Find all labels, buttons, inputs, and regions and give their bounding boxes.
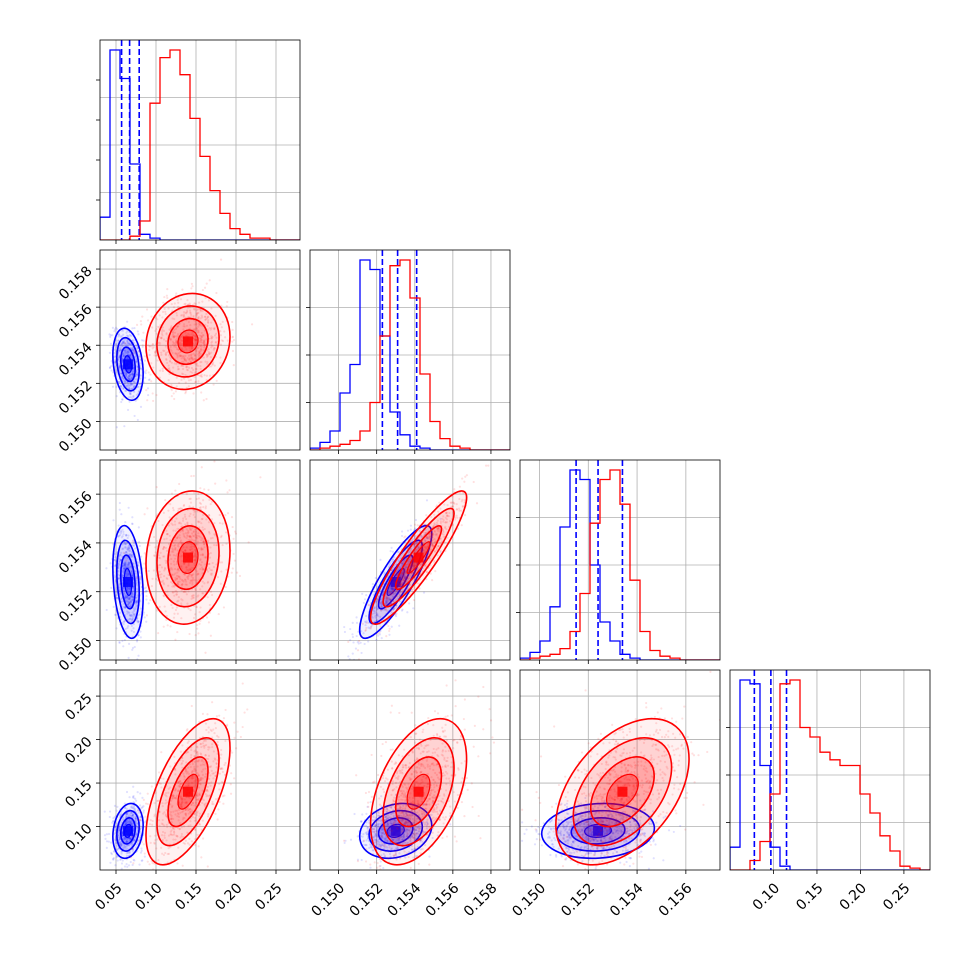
x-tick-label: 0.150 [309,880,349,920]
panel-frame [309,459,511,661]
histogram-series-0 [520,469,720,660]
density-peak-series-1 [617,786,628,797]
scatter-points-series-1 [521,670,720,870]
histogram-series-0 [730,679,930,870]
panel-content [310,250,510,450]
panel-frame [729,669,931,871]
density-peak-series-1 [413,552,424,563]
y-tick-label: 0.150 [56,635,96,675]
y-tick-label: 0.152 [56,586,96,626]
y-tick-label: 0.15 [62,777,95,810]
y-tick-label: 0.154 [56,340,96,380]
density-peak-series-1 [413,786,424,797]
density-peak-series-1 [183,336,193,347]
panel-content [105,460,262,660]
scatter-points-series-0 [521,787,682,870]
histogram-series-1 [730,679,930,870]
y-tick-label: 0.152 [56,378,96,418]
panel-frame [99,249,301,451]
panel-3-0: 0.05 0.10 0.15 0.20 0.250.100.150.200.25 [62,669,301,914]
panel-content [343,460,495,660]
density-peak-series-0 [390,825,401,836]
panel-0-0 [96,39,301,244]
density-peak-series-1 [183,786,193,797]
density-peak-series-0 [123,825,133,836]
panel-frame [99,459,301,661]
panel-content [521,670,720,870]
x-tick-label: 0.10 [750,880,783,913]
panel-frame [519,459,721,661]
y-tick-label: 0.25 [62,690,95,723]
panel-content [100,258,254,429]
x-tick-label: 0.20 [837,880,870,913]
x-tick-label: 0.05 [92,880,125,913]
panel-3-2: 0.150 0.152 0.154 0.156 [509,669,721,920]
x-tick-label: 0.156 [656,880,696,920]
panel-content [730,670,930,870]
panel-2-1 [309,459,511,664]
panel-3-3: 0.10 0.15 0.20 0.25 [726,669,931,914]
x-tick-label: 0.152 [558,880,598,920]
y-tick-label: 0.10 [62,821,95,854]
panel-2-0: 0.150 0.152 0.154 0.156 [56,459,301,675]
y-tick-label: 0.156 [56,301,96,341]
x-tick-label: 0.25 [880,880,913,913]
x-tick-label: 0.25 [252,880,285,913]
panel-content [342,679,496,870]
panel-frame [309,249,511,451]
x-tick-label: 0.15 [172,880,205,913]
panel-content [100,40,300,240]
x-tick-label: 0.154 [607,880,647,920]
panel-content [520,460,720,660]
y-tick-label: 0.154 [56,537,96,577]
x-tick-label: 0.10 [132,880,165,913]
x-tick-label: 0.158 [461,880,501,920]
panel-frame [309,669,511,871]
panel-frame [99,39,301,241]
y-tick-label: 0.156 [56,488,96,528]
histogram-series-1 [520,469,720,660]
panel-content [103,682,249,870]
y-tick-label: 0.150 [56,416,96,456]
panel-1-1 [306,249,511,454]
density-peak-series-0 [123,359,133,370]
y-tick-label: 0.20 [62,734,95,767]
density-peak-series-0 [593,825,604,836]
x-tick-label: 0.20 [212,880,245,913]
density-peak-series-1 [183,552,193,563]
y-tick-label: 0.158 [56,263,96,303]
panel-2-2 [516,459,721,664]
x-tick-label: 0.152 [347,880,387,920]
histogram-series-0 [100,49,300,240]
x-tick-label: 0.150 [509,880,549,920]
panel-frame [519,669,721,871]
density-peak-series-0 [123,576,133,587]
x-tick-label: 0.156 [423,880,463,920]
x-tick-label: 0.15 [793,880,826,913]
histogram-series-1 [310,259,510,450]
panel-frame [99,669,301,871]
x-tick-label: 0.154 [385,880,425,920]
histogram-series-1 [100,49,300,240]
histogram-series-0 [310,259,510,450]
